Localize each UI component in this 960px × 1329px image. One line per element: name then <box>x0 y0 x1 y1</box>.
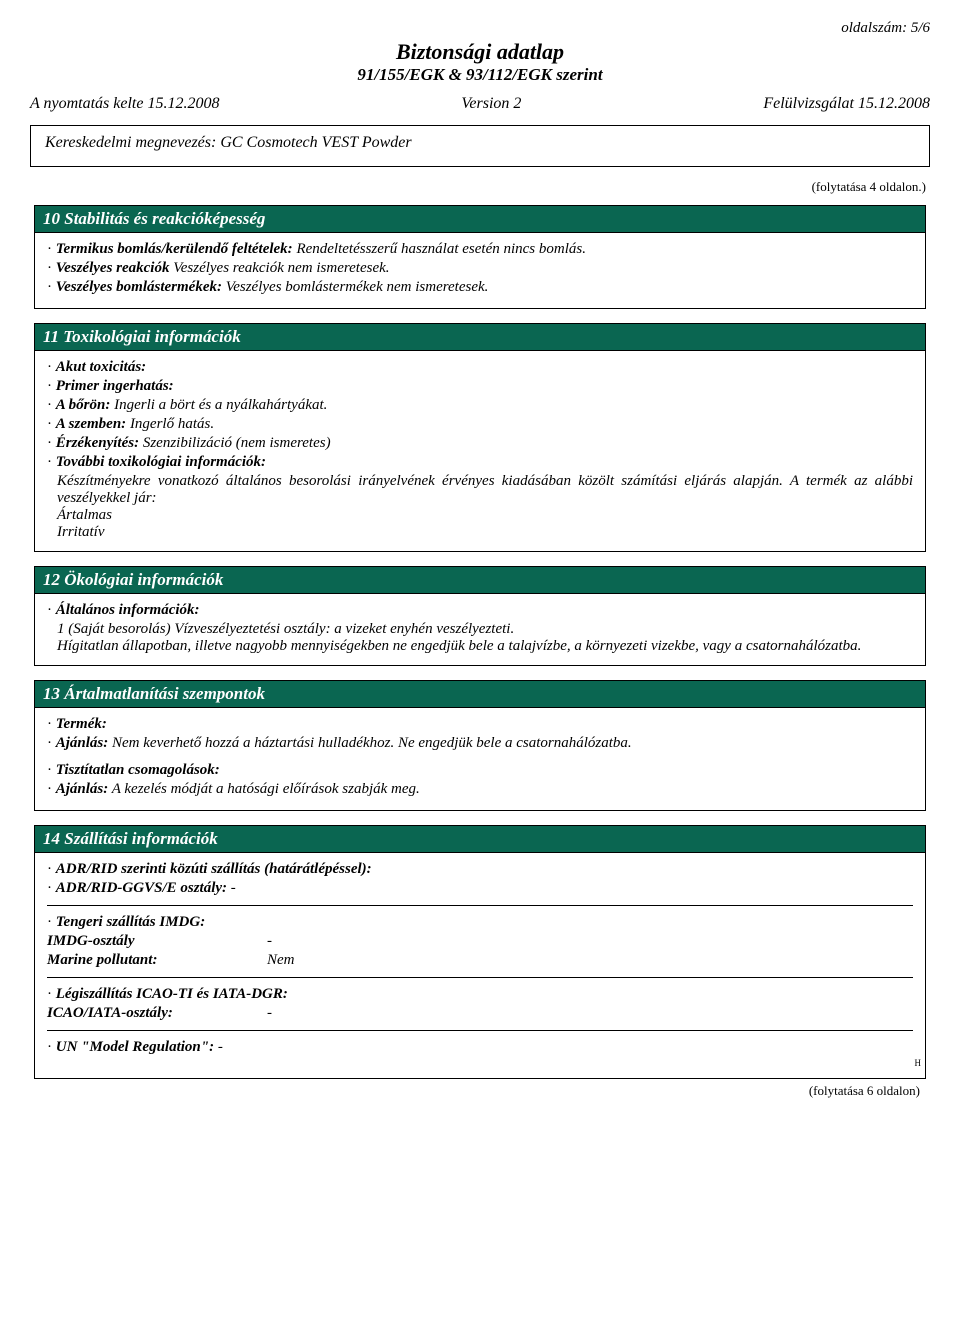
section-11-body: Akut toxicitás: Primer ingerhatás: A bőr… <box>35 359 925 541</box>
s11-l1-text: Akut toxicitás: <box>56 359 146 375</box>
s14-l8-label: UN "Model Regulation": <box>56 1039 214 1055</box>
s13-l4-label: Ajánlás: <box>56 781 109 797</box>
continuation-to: (folytatása 6 oldalon) <box>30 1083 920 1099</box>
section-12-header: 12 Ökológiai információk <box>34 566 926 594</box>
s14-l8: UN "Model Regulation": - <box>47 1039 913 1056</box>
s11-l4-text: Ingerlő hatás. <box>126 416 214 432</box>
s11-l2-text: Primer ingerhatás: <box>56 378 174 394</box>
section-14-header: 14 Szállítási információk <box>34 825 926 853</box>
s14-l4: IMDG-osztály- <box>47 933 913 950</box>
s11-l5-text: Szenzibilizáció (nem ismeretes) <box>139 435 331 451</box>
print-date: A nyomtatás kelte 15.12.2008 <box>30 95 219 113</box>
section-13-header: 13 Ártalmatlanítási szempontok <box>34 680 926 708</box>
s14-l2-label: ADR/RID-GGVS/E osztály: <box>56 880 227 896</box>
section-12-body: Általános információk: 1 (Saját besorolá… <box>35 602 925 655</box>
section-10: 10 Stabilitás és reakcióképesség Termiku… <box>34 205 926 309</box>
s10-l1-text: Rendeltetésszerű használat esetén nincs … <box>293 241 586 257</box>
s14-l2: ADR/RID-GGVS/E osztály: - <box>47 880 913 897</box>
header-meta-row: A nyomtatás kelte 15.12.2008 Version 2 F… <box>30 95 930 113</box>
section-13-body: Termék: Ajánlás: Nem keverhető hozzá a h… <box>35 716 925 798</box>
s11-l6: További toxikológiai információk: <box>47 454 913 471</box>
s11-l1: Akut toxicitás: <box>47 359 913 376</box>
s11-l6-label: További toxikológiai információk: <box>56 454 266 470</box>
s10-l3-label: Veszélyes bomlástermékek: <box>56 279 222 295</box>
s11-l3: A bőrön: Ingerli a bört és a nyálkahárty… <box>47 397 913 414</box>
s10-l2-label: Veszélyes reakciók <box>56 260 170 276</box>
s11-l3-label: A bőrön: <box>56 397 111 413</box>
s13-l3: Tisztítatlan csomagolások: <box>47 762 913 779</box>
s14-l3: Tengeri szállítás IMDG: <box>47 914 913 931</box>
s12-l1-label: Általános információk: <box>56 602 200 618</box>
s11-l2: Primer ingerhatás: <box>47 378 913 395</box>
s14-l6-label: Légiszállítás ICAO-TI és IATA-DGR: <box>56 986 288 1002</box>
section-14-body: ADR/RID szerinti közúti szállítás (határ… <box>35 861 925 1056</box>
s10-line1: Termikus bomlás/kerülendő feltételek: Re… <box>47 241 913 258</box>
separator <box>47 1030 913 1031</box>
s10-l1-label: Termikus bomlás/kerülendő feltételek: <box>56 241 293 257</box>
s14-l1: ADR/RID szerinti közúti szállítás (határ… <box>47 861 913 878</box>
s10-line3: Veszélyes bomlástermékek: Veszélyes boml… <box>47 279 913 296</box>
s12-l1-text2: Hígitatlan állapotban, illetve nagyobb m… <box>47 638 913 655</box>
s14-l2-text: - <box>227 880 236 896</box>
s14-l3-label: Tengeri szállítás IMDG: <box>56 914 205 930</box>
s11-l3-text: Ingerli a bört és a nyálkahártyákat. <box>110 397 327 413</box>
s12-l1-text1: 1 (Saját besorolás) Vízveszélyeztetési o… <box>47 621 913 638</box>
s11-l6-text2: Ártalmas <box>47 507 913 524</box>
s13-l4-text: A kezelés módját a hatósági előírások sz… <box>108 781 420 797</box>
s13-l3-label: Tisztítatlan csomagolások: <box>56 762 220 778</box>
section-10-header: 10 Stabilitás és reakcióképesség <box>34 205 926 233</box>
s10-l2-text: Veszélyes reakciók nem ismeretesek. <box>169 260 389 276</box>
s14-l5-label: Marine pollutant: <box>57 952 277 969</box>
page-number: oldalszám: 5/6 <box>30 20 930 37</box>
separator <box>47 905 913 906</box>
s13-l2-label: Ajánlás: <box>56 735 109 751</box>
section-13: 13 Ártalmatlanítási szempontok Termék: A… <box>34 680 926 811</box>
s11-l4: A szemben: Ingerlő hatás. <box>47 416 913 433</box>
document-subtitle: 91/155/EGK & 93/112/EGK szerint <box>30 65 930 85</box>
revision-date: Felülvizsgálat 15.12.2008 <box>763 95 930 113</box>
trade-name: Kereskedelmi megnevezés: GC Cosmotech VE… <box>45 134 919 152</box>
s14-l5-text: Nem <box>277 952 295 969</box>
trade-name-box: Kereskedelmi megnevezés: GC Cosmotech VE… <box>30 125 930 167</box>
s14-l7-label: ICAO/IATA-osztály: <box>57 1005 277 1022</box>
separator <box>47 977 913 978</box>
s13-l2-text: Nem keverhető hozzá a háztartási hulladé… <box>108 735 631 751</box>
s13-l1-label: Termék: <box>56 716 107 732</box>
section-10-body: Termikus bomlás/kerülendő feltételek: Re… <box>35 241 925 296</box>
tiny-h-marker: H <box>35 1058 925 1068</box>
s13-l2: Ajánlás: Nem keverhető hozzá a háztartás… <box>47 735 913 752</box>
s11-l4-label: A szemben: <box>56 416 126 432</box>
s12-l1: Általános információk: <box>47 602 913 619</box>
version: Version 2 <box>461 95 521 113</box>
document-title: Biztonsági adatlap <box>30 39 930 65</box>
section-11-header: 11 Toxikológiai információk <box>34 323 926 351</box>
section-14: 14 Szállítási információk ADR/RID szerin… <box>34 825 926 1079</box>
s14-l4-label: IMDG-osztály <box>57 933 277 950</box>
s10-l3-text: Veszélyes bomlástermékek nem ismeretesek… <box>222 279 488 295</box>
s14-l6: Légiszállítás ICAO-TI és IATA-DGR: <box>47 986 913 1003</box>
s11-l5: Érzékenyítés: Szenzibilizáció (nem ismer… <box>47 435 913 452</box>
s14-l8-text: - <box>214 1039 223 1055</box>
s10-line2: Veszélyes reakciók Veszélyes reakciók ne… <box>47 260 913 277</box>
s14-l1-label: ADR/RID szerinti közúti szállítás (határ… <box>56 861 372 877</box>
s11-l5-label: Érzékenyítés: <box>56 435 139 451</box>
s13-l4: Ajánlás: A kezelés módját a hatósági elő… <box>47 781 913 798</box>
s14-l5: Marine pollutant:Nem <box>47 952 913 969</box>
s13-l1: Termék: <box>47 716 913 733</box>
continuation-from: (folytatása 4 oldalon.) <box>30 179 926 195</box>
s14-l7: ICAO/IATA-osztály:- <box>47 1005 913 1022</box>
section-11: 11 Toxikológiai információk Akut toxicit… <box>34 323 926 552</box>
s11-l6-text1: Készítményekre vonatkozó általános besor… <box>47 473 913 507</box>
s11-l6-text3: Irritatív <box>47 524 913 541</box>
section-12: 12 Ökológiai információk Általános infor… <box>34 566 926 666</box>
